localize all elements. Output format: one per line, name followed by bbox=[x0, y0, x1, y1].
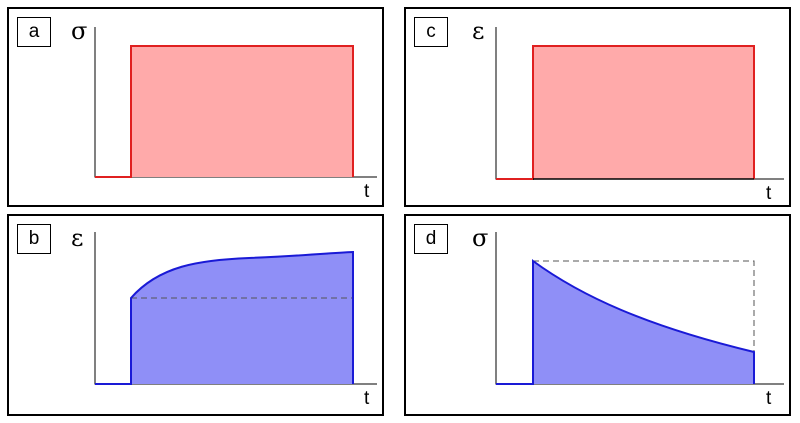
stress-area bbox=[533, 261, 754, 384]
strain-step-plot bbox=[495, 27, 784, 180]
strain-curve bbox=[496, 45, 755, 180]
strain-curve bbox=[95, 250, 354, 385]
panel-label-b: b bbox=[17, 224, 51, 254]
panel-label-a: a bbox=[17, 17, 51, 47]
y-axis-label-sigma: σ bbox=[472, 224, 489, 252]
panel-d: d σ t bbox=[404, 214, 791, 416]
x-axis-label-t: t bbox=[364, 388, 370, 409]
panel-b: b ε t bbox=[7, 214, 384, 416]
x-axis-label-t: t bbox=[766, 388, 772, 409]
x-axis-label-t: t bbox=[766, 183, 772, 204]
x-axis-label-t: t bbox=[364, 181, 370, 202]
panel-c: c ε t bbox=[404, 7, 791, 207]
y-axis-label-epsilon: ε bbox=[71, 224, 84, 252]
panel-a: a σ t bbox=[7, 7, 384, 207]
creep-strain-plot bbox=[94, 232, 377, 385]
y-axis-label-epsilon: ε bbox=[472, 17, 485, 45]
panel-label-c: c bbox=[414, 17, 448, 47]
stress-area bbox=[131, 46, 353, 177]
panel-label-d: d bbox=[414, 224, 448, 254]
strain-area bbox=[533, 46, 754, 179]
initial-stress-guide bbox=[533, 260, 755, 352]
strain-area bbox=[131, 252, 353, 384]
y-axis-label-sigma: σ bbox=[71, 17, 88, 45]
stress-curve bbox=[496, 259, 755, 385]
stress-relaxation-plot bbox=[495, 232, 784, 385]
stress-curve bbox=[95, 45, 354, 178]
stress-step-plot bbox=[94, 27, 377, 178]
